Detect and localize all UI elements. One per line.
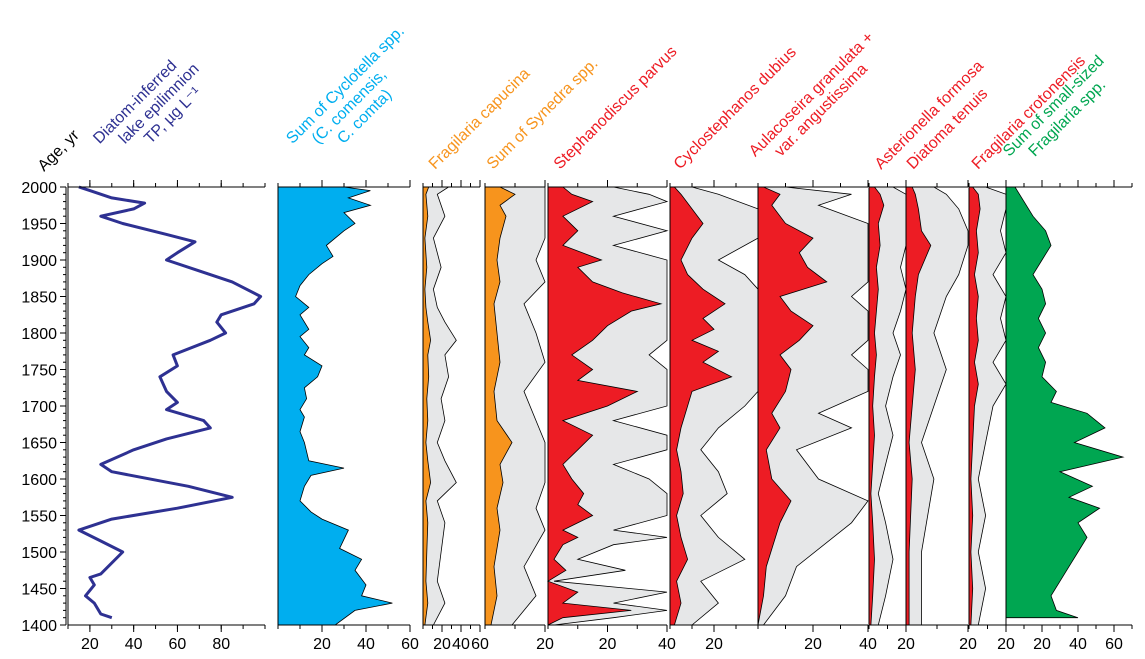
x-tick-label: 20 xyxy=(536,636,554,653)
x-tick-label: 20 xyxy=(959,636,977,653)
abundance-area-aulacoseira xyxy=(757,186,828,626)
age-tick-label: 1800 xyxy=(21,326,57,343)
abundance-area-crotonensis xyxy=(968,186,981,626)
x-tick-label: 40 xyxy=(1069,636,1087,653)
age-axis: 1400 1450 1500 1550 1600 1650 1700 1750 1800 1850… xyxy=(21,126,83,635)
panel-title-line: Sum of small-sized xyxy=(1000,53,1108,161)
x-tick-label: 40 xyxy=(125,636,143,653)
exaggeration-area-tenuis xyxy=(905,186,969,626)
age-tick-label: 1850 xyxy=(21,290,57,307)
age-tick-label: 1500 xyxy=(21,545,57,562)
tp-line xyxy=(77,185,263,620)
x-tick-label: 40 xyxy=(452,636,470,653)
x-tick-label: 20 xyxy=(897,636,915,653)
panel-title-aulacoseira: Aulacoseira granulata +var. angustissima xyxy=(746,29,877,160)
panel-title-line: Fragilaria capucina xyxy=(426,65,534,173)
panel-title-synedra: Sum of Synedra spp. xyxy=(484,55,602,173)
age-tick-label: 1950 xyxy=(21,217,57,234)
x-tick-label: 60 xyxy=(1105,636,1123,653)
age-tick-label: 1400 xyxy=(21,618,57,635)
age-tick-label: 1600 xyxy=(21,472,57,489)
x-tick-label: 40 xyxy=(357,636,375,653)
x-tick-label: 60 xyxy=(401,636,419,653)
abundance-area-asterionella xyxy=(868,186,885,626)
x-tick-label: 40 xyxy=(658,636,676,653)
abundance-area-dubius xyxy=(669,186,733,626)
x-tick-label: 20 xyxy=(804,636,822,653)
panel-title-cyclotella: Sum of Cyclotella spp.(C. comensis,C. co… xyxy=(283,23,408,148)
x-tick-label: 20 xyxy=(1033,636,1051,653)
abundance-area-tenuis xyxy=(905,186,932,626)
x-tick-label: 20 xyxy=(705,636,723,653)
x-tick-label: 20 xyxy=(433,636,451,653)
x-tick-label: 80 xyxy=(212,636,230,653)
age-axis-label: Age, yr xyxy=(35,126,83,174)
x-tick-label: 20 xyxy=(313,636,331,653)
age-tick-label: 2000 xyxy=(21,180,57,197)
panel-aulacoseira: 20 40 Aulacoseira granulata +var. angustis… xyxy=(746,29,877,653)
x-tick-label: 60 xyxy=(471,636,489,653)
abundance-area-capucina xyxy=(422,186,432,626)
age-tick-label: 1750 xyxy=(21,363,57,380)
x-tick-label: 40 xyxy=(859,636,877,653)
panel-title-line: Aulacoseira granulata + xyxy=(746,29,877,160)
abundance-area-synedra xyxy=(484,186,516,626)
abundance-area-smallfrag xyxy=(1005,186,1125,619)
age-tick-label: 1900 xyxy=(21,253,57,270)
panel-parvus: 20 40 Stephanodiscus parvus xyxy=(547,43,681,653)
abundance-area-parvus xyxy=(547,186,663,626)
panel-title-line: Sum of Synedra spp. xyxy=(484,55,602,173)
age-tick-label: 1650 xyxy=(21,436,57,453)
panel-title-line: Stephanodiscus parvus xyxy=(551,43,681,173)
panel-cyclotella: 20 40 60 Sum of Cyclotella spp.(C. comensis… xyxy=(277,23,419,653)
x-tick-label: 20 xyxy=(997,636,1015,653)
exaggeration-area-capucina xyxy=(422,186,457,626)
age-tick-label: 1550 xyxy=(21,509,57,526)
x-tick-label: 60 xyxy=(169,636,187,653)
age-tick-label: 1450 xyxy=(21,582,57,599)
x-tick-label: 20 xyxy=(599,636,617,653)
x-tick-label: 20 xyxy=(81,636,99,653)
exaggeration-area-aulacoseira xyxy=(757,186,869,626)
panel-title-capucina: Fragilaria capucina xyxy=(426,65,534,173)
panel-title-parvus: Stephanodiscus parvus xyxy=(551,43,681,173)
abundance-area-cyclotella xyxy=(277,186,393,626)
exaggeration-area-synedra xyxy=(484,186,546,626)
age-tick-label: 1700 xyxy=(21,399,57,416)
